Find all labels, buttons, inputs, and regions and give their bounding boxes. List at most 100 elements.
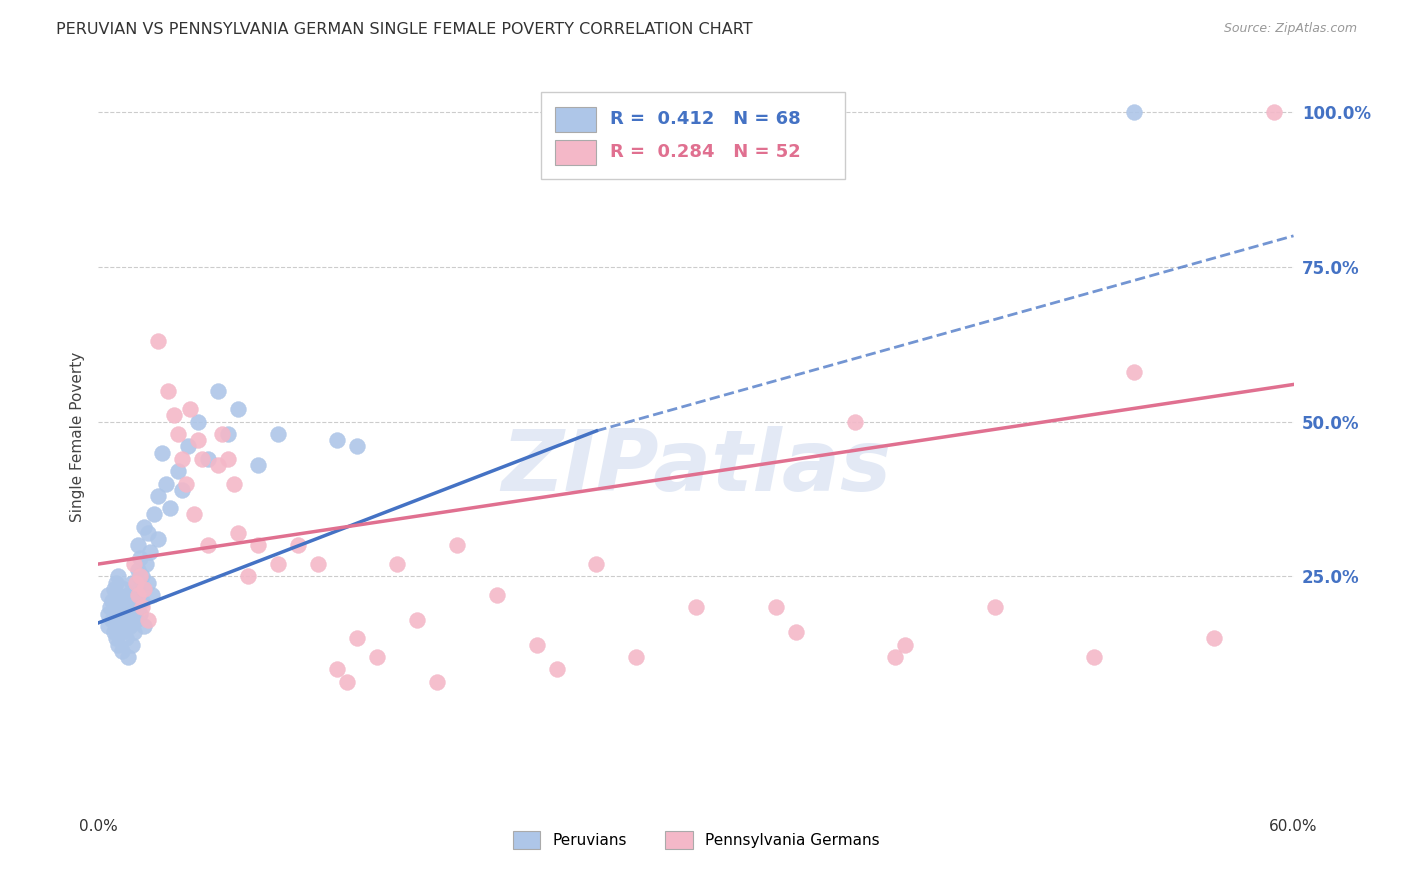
Point xyxy=(115,613,138,627)
Point xyxy=(159,501,181,516)
Text: R =  0.284   N = 52: R = 0.284 N = 52 xyxy=(610,144,800,161)
Point xyxy=(685,600,707,615)
Point xyxy=(98,600,122,615)
Point xyxy=(139,544,162,558)
Point xyxy=(97,619,120,633)
Point xyxy=(111,594,134,608)
FancyBboxPatch shape xyxy=(541,93,845,178)
FancyBboxPatch shape xyxy=(555,140,596,165)
Point xyxy=(121,638,143,652)
Point xyxy=(134,520,156,534)
Point xyxy=(267,557,290,571)
Point xyxy=(844,415,866,429)
Point xyxy=(134,582,156,596)
Point xyxy=(129,569,152,583)
Point xyxy=(1123,365,1146,379)
Text: ZIPatlas: ZIPatlas xyxy=(501,425,891,508)
Point xyxy=(172,483,194,497)
Point xyxy=(107,600,129,615)
Point xyxy=(1123,105,1146,120)
Point xyxy=(226,402,249,417)
Point xyxy=(326,662,349,676)
Point xyxy=(187,433,209,447)
Point xyxy=(167,464,190,478)
Point xyxy=(1263,105,1285,120)
Point xyxy=(127,588,149,602)
Point xyxy=(105,575,128,590)
Point xyxy=(485,588,508,602)
Point xyxy=(111,644,134,658)
Point xyxy=(197,538,219,552)
Point xyxy=(125,613,148,627)
Point xyxy=(107,569,129,583)
Point xyxy=(177,439,200,453)
Point xyxy=(546,662,568,676)
Point xyxy=(111,625,134,640)
Point xyxy=(107,638,129,652)
Point xyxy=(117,588,139,602)
Point xyxy=(346,632,368,646)
Point xyxy=(191,451,214,466)
Point xyxy=(211,427,233,442)
Point xyxy=(785,625,807,640)
Point xyxy=(179,402,201,417)
Point xyxy=(150,445,173,459)
Point xyxy=(246,458,269,472)
Point xyxy=(172,451,194,466)
Point xyxy=(207,384,229,398)
Point xyxy=(136,575,159,590)
Point xyxy=(287,538,309,552)
Point xyxy=(131,594,153,608)
Point xyxy=(626,649,648,664)
Point xyxy=(163,409,186,423)
Point xyxy=(236,569,259,583)
Point xyxy=(110,619,132,633)
Point xyxy=(97,607,120,621)
Point xyxy=(1083,649,1105,664)
Point xyxy=(107,613,129,627)
Point xyxy=(894,638,917,652)
Point xyxy=(141,588,163,602)
Point xyxy=(155,476,177,491)
Point xyxy=(174,476,197,491)
Point xyxy=(124,600,146,615)
Point xyxy=(131,569,153,583)
Point xyxy=(110,607,132,621)
Point xyxy=(103,582,125,596)
Point xyxy=(127,563,149,577)
Point xyxy=(187,415,209,429)
Point xyxy=(197,451,219,466)
Point xyxy=(105,632,128,646)
Point xyxy=(134,619,156,633)
Point xyxy=(346,439,368,453)
Point xyxy=(336,674,359,689)
Point xyxy=(115,632,138,646)
Point xyxy=(129,550,152,565)
Point xyxy=(148,334,170,348)
Point xyxy=(120,619,142,633)
Text: PERUVIAN VS PENNSYLVANIA GERMAN SINGLE FEMALE POVERTY CORRELATION CHART: PERUVIAN VS PENNSYLVANIA GERMAN SINGLE F… xyxy=(56,22,752,37)
Point xyxy=(207,458,229,472)
Point xyxy=(129,607,152,621)
Point xyxy=(131,600,153,615)
Point xyxy=(101,613,124,627)
Point xyxy=(1202,632,1225,646)
Point xyxy=(112,600,135,615)
Point xyxy=(385,557,409,571)
Point xyxy=(226,526,249,541)
Point xyxy=(246,538,269,552)
Point xyxy=(585,557,607,571)
Point xyxy=(884,649,907,664)
Point xyxy=(183,508,205,522)
Point xyxy=(136,613,159,627)
Point xyxy=(148,533,170,547)
Point xyxy=(148,489,170,503)
Point xyxy=(125,588,148,602)
Point xyxy=(157,384,180,398)
Point xyxy=(117,607,139,621)
Point xyxy=(526,638,548,652)
Point xyxy=(984,600,1007,615)
Point xyxy=(765,600,787,615)
FancyBboxPatch shape xyxy=(555,107,596,132)
Point xyxy=(167,427,190,442)
